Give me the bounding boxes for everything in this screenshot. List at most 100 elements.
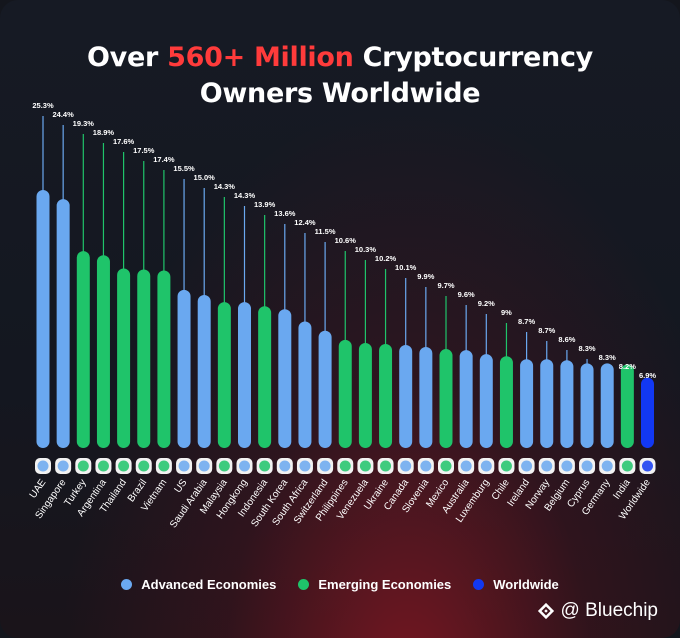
flag-icon-mark — [541, 460, 553, 472]
flag-icon-mark — [198, 460, 210, 472]
flag-icon-mark — [621, 460, 633, 472]
bar — [338, 339, 352, 448]
bar-value-label: 9.7% — [437, 281, 454, 290]
bar-value-label: 15.0% — [194, 173, 216, 182]
legend-item-emerging: Emerging Economies — [298, 577, 451, 592]
bar-chart: 25.3%UAE24.4%Singapore19.3%Turkey18.9%Ar… — [28, 101, 657, 530]
bar-value-label: 10.6% — [335, 236, 357, 245]
flag-icon-mark — [218, 460, 230, 472]
bar-value-label: 9.9% — [417, 272, 434, 281]
legend-label-worldwide: Worldwide — [493, 577, 559, 592]
flag-icon-mark — [359, 460, 371, 472]
legend-item-worldwide: Worldwide — [473, 577, 559, 592]
legend-item-advanced: Advanced Economies — [121, 577, 276, 592]
flag-icon-mark — [57, 460, 69, 472]
bar — [76, 251, 90, 448]
legend-label-advanced: Advanced Economies — [141, 577, 277, 592]
flag-icon-mark — [480, 460, 492, 472]
bar-value-label: 10.2% — [375, 254, 397, 263]
bar — [197, 295, 211, 448]
bar-value-label: 9.6% — [458, 290, 475, 299]
bar — [499, 356, 513, 448]
flag-icon-mark — [138, 460, 150, 472]
bar — [157, 270, 171, 448]
flag-icon-mark — [561, 460, 573, 472]
bar — [439, 349, 453, 448]
bar — [177, 289, 191, 448]
legend-dot-worldwide — [473, 579, 485, 590]
flag-icon-mark — [118, 460, 130, 472]
bar-value-label: 12.4% — [294, 218, 316, 227]
flag-icon-mark — [279, 460, 291, 472]
flag-icon-mark — [97, 460, 109, 472]
bar — [399, 344, 413, 448]
flag-icon-mark — [37, 460, 49, 472]
flag-icon-mark — [400, 460, 412, 472]
bar-value-label: 13.6% — [274, 209, 296, 218]
flag-icon-mark — [158, 460, 170, 472]
bar-value-label: 8.7% — [518, 317, 535, 326]
flag-icon-mark — [339, 460, 351, 472]
bar — [479, 354, 493, 448]
brand: @ Bluechip — [537, 600, 658, 622]
flag-icon-mark — [460, 460, 472, 472]
bar-value-label: 17.6% — [113, 137, 135, 146]
bar — [238, 302, 251, 448]
bar — [520, 359, 534, 448]
bar — [318, 330, 332, 448]
bar-value-label: 13.9% — [254, 200, 276, 209]
bar-value-label: 25.3% — [32, 101, 54, 110]
bar — [419, 347, 433, 448]
bar — [56, 199, 70, 448]
legend-dot-advanced — [121, 579, 133, 590]
title-line2: Owners Worldwide — [199, 78, 481, 109]
bar — [620, 364, 634, 448]
bar-value-label: 17.4% — [153, 155, 175, 164]
bar — [258, 306, 272, 448]
flag-icon-mark — [601, 460, 613, 472]
bar-value-label: 19.3% — [73, 119, 95, 128]
bar-value-label: 8.2% — [619, 362, 636, 371]
bar — [540, 359, 554, 448]
bar-value-label: 10.3% — [355, 245, 377, 254]
flag-icon-mark — [319, 460, 331, 472]
bar-value-label: 18.9% — [93, 128, 115, 137]
bar-value-label: 9.2% — [478, 299, 495, 308]
bar-value-label: 15.5% — [173, 164, 195, 173]
flag-icon-mark — [420, 460, 432, 472]
title-highlight: 560+ Million — [167, 42, 354, 73]
bluechip-logo-icon — [537, 602, 554, 620]
legend-label-emerging: Emerging Economies — [318, 577, 452, 592]
bar-value-label: 6.9% — [639, 371, 656, 380]
bar — [298, 321, 312, 448]
bar-value-label: 8.6% — [558, 335, 575, 344]
bar — [560, 360, 574, 448]
bar — [117, 268, 131, 448]
bar-value-label: 14.3% — [234, 191, 256, 200]
flag-icon-mark — [77, 460, 89, 472]
flag-icon-mark — [259, 460, 271, 472]
bar — [459, 350, 473, 448]
bar-value-label: 8.3% — [599, 353, 616, 362]
flag-icon-mark — [500, 460, 512, 472]
category-label: US — [173, 477, 190, 495]
flag-icon-mark — [178, 460, 190, 472]
bar — [217, 302, 231, 448]
chart-title: Over 560+ Million Cryptocurrency Owners … — [0, 40, 680, 112]
flag-icon-mark — [521, 460, 533, 472]
bar-value-label: 9% — [501, 308, 512, 317]
bar-value-label: 8.3% — [578, 344, 595, 353]
bar-value-label: 17.5% — [133, 146, 155, 155]
flag-icon-mark — [380, 460, 392, 472]
bar — [580, 363, 594, 448]
title-part2: Cryptocurrency — [353, 42, 594, 73]
brand-label: @ Bluechip — [560, 600, 658, 621]
bar — [600, 363, 614, 448]
flag-icon-mark — [642, 460, 653, 472]
title-part1: Over — [87, 42, 168, 73]
bar — [358, 342, 372, 448]
bar — [641, 377, 654, 448]
bar — [36, 189, 50, 448]
legend: Advanced Economies Emerging Economies Wo… — [0, 577, 680, 592]
